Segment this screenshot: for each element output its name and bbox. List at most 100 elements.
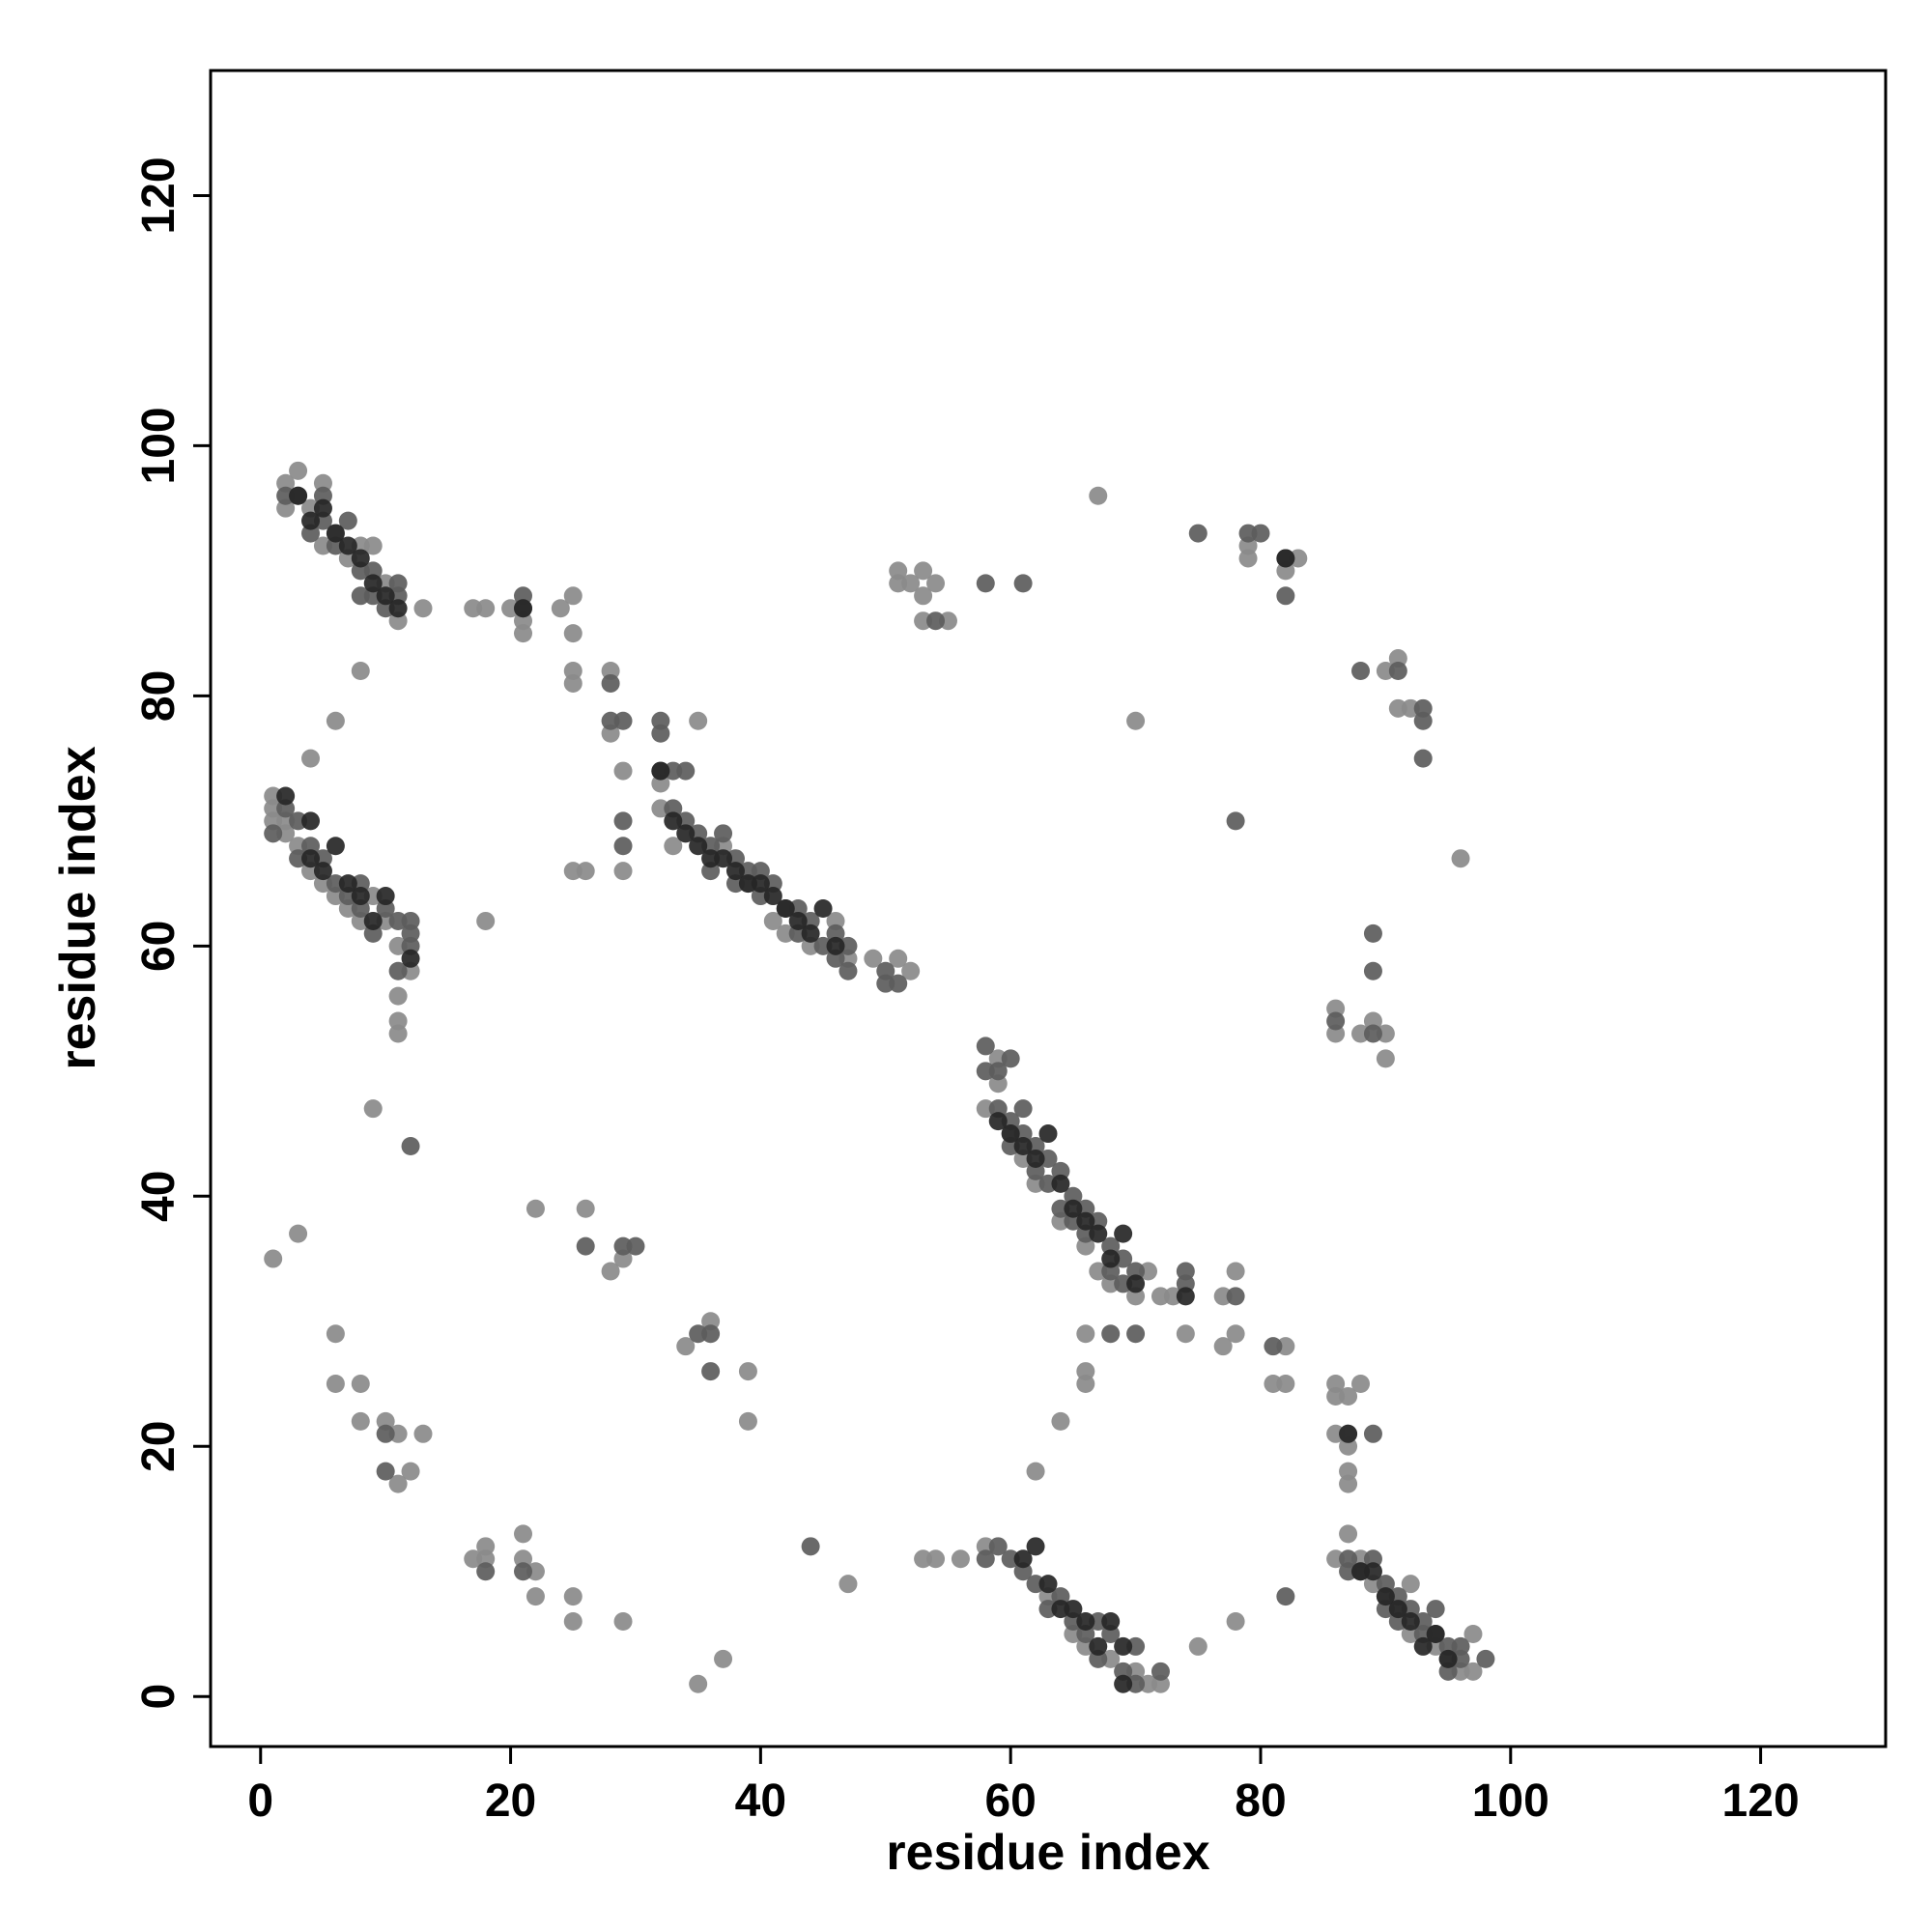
data-point bbox=[1351, 661, 1371, 680]
data-point bbox=[714, 824, 733, 843]
x-tick-label: 20 bbox=[485, 1776, 536, 1827]
data-point bbox=[976, 1549, 995, 1569]
data-point bbox=[1026, 1149, 1045, 1168]
data-point bbox=[889, 949, 908, 968]
data-point bbox=[1051, 1174, 1070, 1193]
data-point bbox=[326, 524, 345, 543]
data-point bbox=[1126, 1324, 1146, 1344]
data-point bbox=[914, 586, 933, 606]
data-point bbox=[563, 862, 582, 881]
data-point bbox=[301, 749, 321, 768]
data-point bbox=[376, 1462, 395, 1481]
data-point bbox=[301, 849, 321, 868]
data-point bbox=[1351, 1375, 1371, 1394]
data-point bbox=[1388, 1600, 1407, 1619]
data-point bbox=[1101, 1249, 1121, 1268]
data-point bbox=[1151, 1662, 1170, 1681]
data-point bbox=[476, 599, 496, 618]
data-point bbox=[514, 1524, 533, 1544]
data-point bbox=[1401, 1575, 1420, 1594]
data-point bbox=[1026, 1462, 1045, 1481]
data-point bbox=[476, 1562, 496, 1581]
data-point bbox=[1363, 1024, 1382, 1043]
data-point bbox=[351, 1375, 370, 1394]
data-point bbox=[363, 536, 383, 555]
data-point bbox=[1413, 1636, 1433, 1656]
y-tick-label: 120 bbox=[133, 156, 185, 234]
data-point bbox=[1051, 1411, 1070, 1431]
data-point bbox=[1476, 1649, 1495, 1668]
data-point bbox=[1114, 1636, 1133, 1656]
x-tick-label: 100 bbox=[1472, 1776, 1549, 1827]
data-point bbox=[926, 1549, 946, 1569]
data-point bbox=[1251, 524, 1270, 543]
data-point bbox=[701, 1362, 721, 1381]
data-point bbox=[1363, 1562, 1382, 1581]
y-tick-label: 40 bbox=[133, 1171, 185, 1222]
data-point bbox=[1426, 1600, 1445, 1619]
data-point bbox=[576, 1236, 595, 1256]
data-point bbox=[914, 561, 933, 581]
data-point bbox=[1339, 1524, 1358, 1544]
x-axis-title: residue index bbox=[886, 1825, 1209, 1881]
data-point bbox=[601, 673, 620, 693]
data-point bbox=[1001, 1124, 1020, 1144]
data-point bbox=[664, 811, 683, 831]
data-point bbox=[1213, 1337, 1233, 1356]
x-axis: 0 20 40 60 80 100 120 bbox=[247, 1747, 1800, 1827]
x-tick-label: 80 bbox=[1235, 1776, 1286, 1827]
data-point bbox=[1076, 1612, 1095, 1632]
data-point bbox=[1463, 1624, 1483, 1643]
y-axis: 0 20 40 60 80 100 120 bbox=[133, 156, 211, 1710]
data-point bbox=[326, 711, 345, 730]
x-tick-label: 60 bbox=[984, 1776, 1036, 1827]
data-point bbox=[526, 1199, 545, 1218]
data-point bbox=[1339, 1474, 1358, 1493]
data-point bbox=[1438, 1649, 1458, 1668]
data-point bbox=[1226, 811, 1245, 831]
data-point bbox=[714, 1649, 733, 1668]
data-point bbox=[801, 923, 820, 943]
data-point bbox=[988, 1537, 1008, 1556]
data-point bbox=[351, 887, 370, 906]
data-point bbox=[388, 986, 408, 1006]
data-point bbox=[563, 1587, 582, 1606]
data-point bbox=[351, 1411, 370, 1431]
data-point bbox=[714, 849, 733, 868]
data-point bbox=[413, 1424, 433, 1443]
data-point bbox=[651, 761, 670, 781]
data-point bbox=[1038, 1575, 1058, 1594]
data-point bbox=[1064, 1199, 1083, 1218]
data-point bbox=[788, 911, 808, 930]
data-point bbox=[1339, 1386, 1358, 1406]
data-point bbox=[689, 1674, 708, 1693]
y-tick-label: 60 bbox=[133, 921, 185, 972]
x-tick-label: 40 bbox=[735, 1776, 786, 1827]
data-point bbox=[1238, 549, 1258, 568]
y-axis-title: residue index bbox=[50, 746, 106, 1069]
data-point bbox=[613, 1612, 633, 1632]
data-point bbox=[313, 862, 332, 881]
y-tick-label: 80 bbox=[133, 670, 185, 722]
data-point bbox=[1276, 1587, 1295, 1606]
data-point bbox=[1413, 749, 1433, 768]
data-point bbox=[1401, 1612, 1420, 1632]
data-point bbox=[1226, 1262, 1245, 1281]
data-point bbox=[563, 673, 582, 693]
data-point bbox=[363, 911, 383, 930]
data-point bbox=[576, 1199, 595, 1218]
data-point bbox=[901, 961, 921, 980]
data-point bbox=[926, 574, 946, 593]
data-point bbox=[264, 1249, 283, 1268]
data-point bbox=[601, 1262, 620, 1281]
data-point bbox=[1363, 961, 1382, 980]
data-point bbox=[514, 599, 533, 618]
data-point bbox=[514, 1562, 533, 1581]
data-point bbox=[1126, 1274, 1146, 1293]
data-point bbox=[388, 961, 408, 980]
data-point bbox=[401, 923, 420, 943]
data-point bbox=[1276, 549, 1295, 568]
x-tick-label: 0 bbox=[247, 1776, 273, 1827]
data-point bbox=[264, 824, 283, 843]
data-point bbox=[388, 599, 408, 618]
